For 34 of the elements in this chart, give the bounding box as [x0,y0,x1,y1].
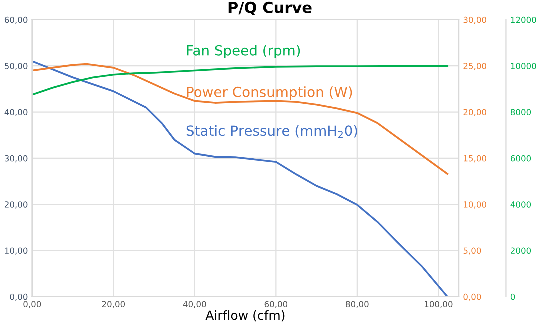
line-series [32,63,449,176]
x-tick-label: 60,00 [264,301,288,308]
y2-tick-label: 25,00 [464,63,486,70]
series-label: Static Pressure (mmH$_{2}$0) [186,125,358,138]
y2-tick-label: 10,00 [464,202,486,209]
y2-tick-label: 20,00 [464,109,486,116]
y2-tick-label: 5,00 [464,248,482,255]
y-tick-label: 60,00 [4,16,28,24]
y-tick-label: 20,00 [4,202,28,209]
y-tick-label: 50,00 [5,63,28,70]
y3-tick-label: 10000 [511,63,536,70]
series-label: Fan Speed (rpm) [187,45,300,59]
series-label: Power Consumption (W) [187,86,352,100]
y3-tick-label: 12000 [511,16,536,24]
y3-tick-label: 2000 [511,248,532,254]
x-tick-label: 20,00 [102,301,126,308]
chart-title: P/Q Curve [228,2,312,16]
y3-tick-label: 8000 [510,109,532,116]
x-tick-label: 40,00 [183,301,206,308]
y3-tick-label: 6000 [510,155,532,162]
y2-tick-label: 15,00 [464,155,486,163]
y2-tick-label: 30,00 [464,16,486,24]
y-tick-label: 30,00 [5,155,28,163]
y-tick-label: 40,00 [4,109,28,116]
x-tick-label: 80,00 [346,301,369,308]
y3-tick-label: 0 [510,294,516,300]
y-tick-label: 10,00 [5,248,28,255]
y-tick-label: 0,00 [10,294,28,302]
line-series [32,60,449,297]
y2-tick-label: 0,00 [464,294,482,302]
y3-tick-label: 4000 [510,202,532,208]
x-tick-label: 100,00 [425,301,453,308]
x-axis-title: Airflow (cfm) [206,310,285,322]
x-tick-label: 0,00 [24,301,42,308]
